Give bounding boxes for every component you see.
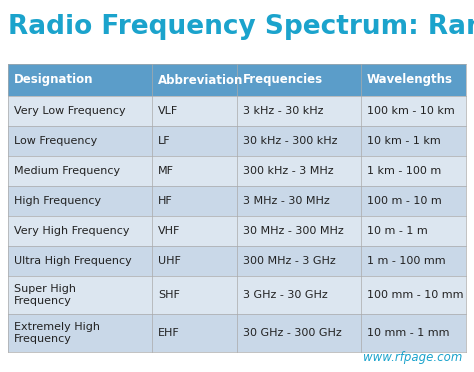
Text: Super High
Frequency: Super High Frequency xyxy=(14,284,76,306)
Text: SHF: SHF xyxy=(158,290,180,300)
Bar xyxy=(237,96,361,126)
Bar xyxy=(8,156,152,186)
Text: HF: HF xyxy=(158,196,173,206)
Bar xyxy=(361,96,466,126)
Text: www.rfpage.com: www.rfpage.com xyxy=(363,351,462,364)
Text: Very High Frequency: Very High Frequency xyxy=(14,226,129,236)
Bar xyxy=(152,64,237,96)
Bar xyxy=(361,126,466,156)
Bar xyxy=(237,64,361,96)
Bar xyxy=(8,216,152,246)
Bar xyxy=(8,126,152,156)
Bar xyxy=(152,126,237,156)
Bar xyxy=(361,156,466,186)
Text: EHF: EHF xyxy=(158,328,180,338)
Text: Medium Frequency: Medium Frequency xyxy=(14,166,120,176)
Bar xyxy=(8,96,152,126)
Bar xyxy=(237,156,361,186)
Text: 30 kHz - 300 kHz: 30 kHz - 300 kHz xyxy=(243,136,337,146)
Bar xyxy=(237,126,361,156)
Text: 3 MHz - 30 MHz: 3 MHz - 30 MHz xyxy=(243,196,330,206)
Text: VHF: VHF xyxy=(158,226,181,236)
Text: Wavelengths: Wavelengths xyxy=(367,74,453,87)
Text: 300 kHz - 3 MHz: 300 kHz - 3 MHz xyxy=(243,166,334,176)
Text: Low Frequency: Low Frequency xyxy=(14,136,97,146)
Bar xyxy=(152,314,237,352)
Bar xyxy=(237,186,361,216)
Bar xyxy=(152,246,237,276)
Text: High Frequency: High Frequency xyxy=(14,196,101,206)
Text: UHF: UHF xyxy=(158,256,181,266)
Bar xyxy=(152,186,237,216)
Bar xyxy=(152,216,237,246)
Text: Abbreviation: Abbreviation xyxy=(158,74,244,87)
Bar xyxy=(8,186,152,216)
Text: Ultra High Frequency: Ultra High Frequency xyxy=(14,256,132,266)
Bar xyxy=(237,314,361,352)
Bar xyxy=(361,276,466,314)
Text: 1 km - 100 m: 1 km - 100 m xyxy=(367,166,441,176)
Text: Radio Frequency Spectrum: Ranges: Radio Frequency Spectrum: Ranges xyxy=(8,14,474,40)
Text: 30 MHz - 300 MHz: 30 MHz - 300 MHz xyxy=(243,226,344,236)
Bar xyxy=(237,216,361,246)
Text: 300 MHz - 3 GHz: 300 MHz - 3 GHz xyxy=(243,256,336,266)
Text: Designation: Designation xyxy=(14,74,93,87)
Text: VLF: VLF xyxy=(158,106,179,116)
Text: 100 mm - 10 mm: 100 mm - 10 mm xyxy=(367,290,463,300)
Text: 30 GHz - 300 GHz: 30 GHz - 300 GHz xyxy=(243,328,342,338)
Bar xyxy=(152,276,237,314)
Text: Extremely High
Frequency: Extremely High Frequency xyxy=(14,322,100,344)
Bar xyxy=(361,216,466,246)
Text: 100 km - 10 km: 100 km - 10 km xyxy=(367,106,455,116)
Bar xyxy=(361,186,466,216)
Bar xyxy=(361,246,466,276)
Text: 3 GHz - 30 GHz: 3 GHz - 30 GHz xyxy=(243,290,328,300)
Text: 1 m - 100 mm: 1 m - 100 mm xyxy=(367,256,445,266)
Bar xyxy=(237,246,361,276)
Bar xyxy=(152,156,237,186)
Bar xyxy=(237,276,361,314)
Text: MF: MF xyxy=(158,166,174,176)
Bar xyxy=(8,64,152,96)
Bar xyxy=(361,314,466,352)
Text: LF: LF xyxy=(158,136,171,146)
Text: 10 mm - 1 mm: 10 mm - 1 mm xyxy=(367,328,449,338)
Bar xyxy=(8,246,152,276)
Bar xyxy=(152,96,237,126)
Text: 10 m - 1 m: 10 m - 1 m xyxy=(367,226,428,236)
Text: Very Low Frequency: Very Low Frequency xyxy=(14,106,126,116)
Text: 100 m - 10 m: 100 m - 10 m xyxy=(367,196,441,206)
Bar xyxy=(8,314,152,352)
Bar xyxy=(8,276,152,314)
Text: Frequencies: Frequencies xyxy=(243,74,323,87)
Text: 3 kHz - 30 kHz: 3 kHz - 30 kHz xyxy=(243,106,323,116)
Bar xyxy=(361,64,466,96)
Text: 10 km - 1 km: 10 km - 1 km xyxy=(367,136,440,146)
